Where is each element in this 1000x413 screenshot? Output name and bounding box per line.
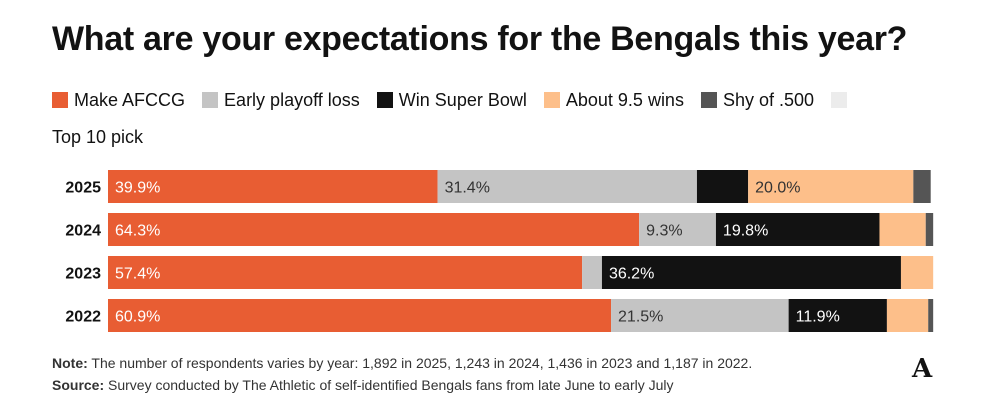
- note-label: Note:: [52, 355, 88, 371]
- data-label: 39.9%: [115, 180, 160, 197]
- legend-swatch: [700, 92, 717, 108]
- bar-segment: [582, 256, 602, 289]
- legend-swatch: [376, 92, 393, 108]
- legend-item: Top 10 pick: [52, 90, 853, 147]
- bar-segment: [715, 213, 880, 246]
- legend-item: Win Super Bowl: [376, 90, 527, 110]
- legend-swatch: [543, 92, 560, 108]
- y-tick-label: 2023: [65, 266, 101, 283]
- bar-segment: [611, 299, 789, 332]
- legend-label: Shy of .500: [722, 90, 815, 110]
- source-text: Survey conducted by The Athletic of self…: [108, 377, 674, 393]
- bar-segment: [928, 299, 934, 332]
- data-label: 11.9%: [796, 309, 840, 326]
- source-line: Source: Survey conducted by The Athletic…: [52, 374, 752, 396]
- note-text: The number of respondents varies by year…: [91, 355, 753, 371]
- data-label: 9.3%: [646, 223, 682, 240]
- legend-item: Early playoff loss: [202, 90, 360, 110]
- y-tick-label: 2025: [65, 180, 101, 197]
- data-label: 31.4%: [445, 180, 490, 197]
- y-tick-label: 2024: [65, 223, 101, 240]
- bar-segment: [886, 299, 929, 332]
- data-label: 64.3%: [115, 223, 160, 240]
- legend-label: About 9.5 wins: [565, 90, 684, 110]
- bar-segment: [696, 170, 749, 203]
- footnote: Note: The number of respondents varies b…: [52, 352, 752, 396]
- bar-segment: [108, 170, 438, 203]
- legend-label: Top 10 pick: [52, 127, 144, 147]
- stacked-bar-chart: 2025 39.9% 31.4% 20.0% 2024 64.3% 9.3% 19.8% 202…: [65, 170, 934, 332]
- source-label: Source:: [52, 377, 105, 393]
- legend-item: Make AFCCG: [52, 90, 185, 110]
- bar-segment: [879, 213, 926, 246]
- bar-segment: [900, 256, 934, 289]
- bar-segment: [601, 256, 901, 289]
- bar-segment: [748, 170, 914, 203]
- bar-segment: [639, 213, 716, 246]
- legend-label: Win Super Bowl: [398, 90, 527, 110]
- chart-title: What are your expectations for the Benga…: [52, 20, 908, 58]
- the-athletic-logo: A: [912, 354, 933, 384]
- legend-item: About 9.5 wins: [543, 90, 684, 110]
- legend-swatch: [202, 92, 219, 108]
- bar-segment: [913, 170, 931, 203]
- data-label: 57.4%: [115, 266, 160, 283]
- data-label: 19.8%: [723, 223, 768, 240]
- bar-segment: [925, 213, 934, 246]
- chart-legend: Make AFCCG Early playoff loss Win Super …: [52, 82, 872, 156]
- data-label: 36.2%: [609, 266, 654, 283]
- data-label: 21.5%: [618, 309, 663, 326]
- bar-segment: [437, 170, 697, 203]
- data-label: 60.9%: [115, 309, 160, 326]
- legend-label: Early playoff loss: [224, 90, 360, 110]
- bar-segment: [788, 299, 887, 332]
- bar-segment: [108, 213, 640, 246]
- bar-segment: [108, 256, 583, 289]
- bar-segment: [108, 299, 612, 332]
- legend-item: Shy of .500: [700, 90, 815, 110]
- y-tick-label: 2022: [65, 309, 101, 326]
- legend-swatch: [52, 92, 68, 108]
- data-label: 20.0%: [755, 180, 800, 197]
- note-line: Note: The number of respondents varies b…: [52, 352, 752, 374]
- legend-label: Make AFCCG: [74, 90, 186, 110]
- legend-swatch: [831, 92, 848, 108]
